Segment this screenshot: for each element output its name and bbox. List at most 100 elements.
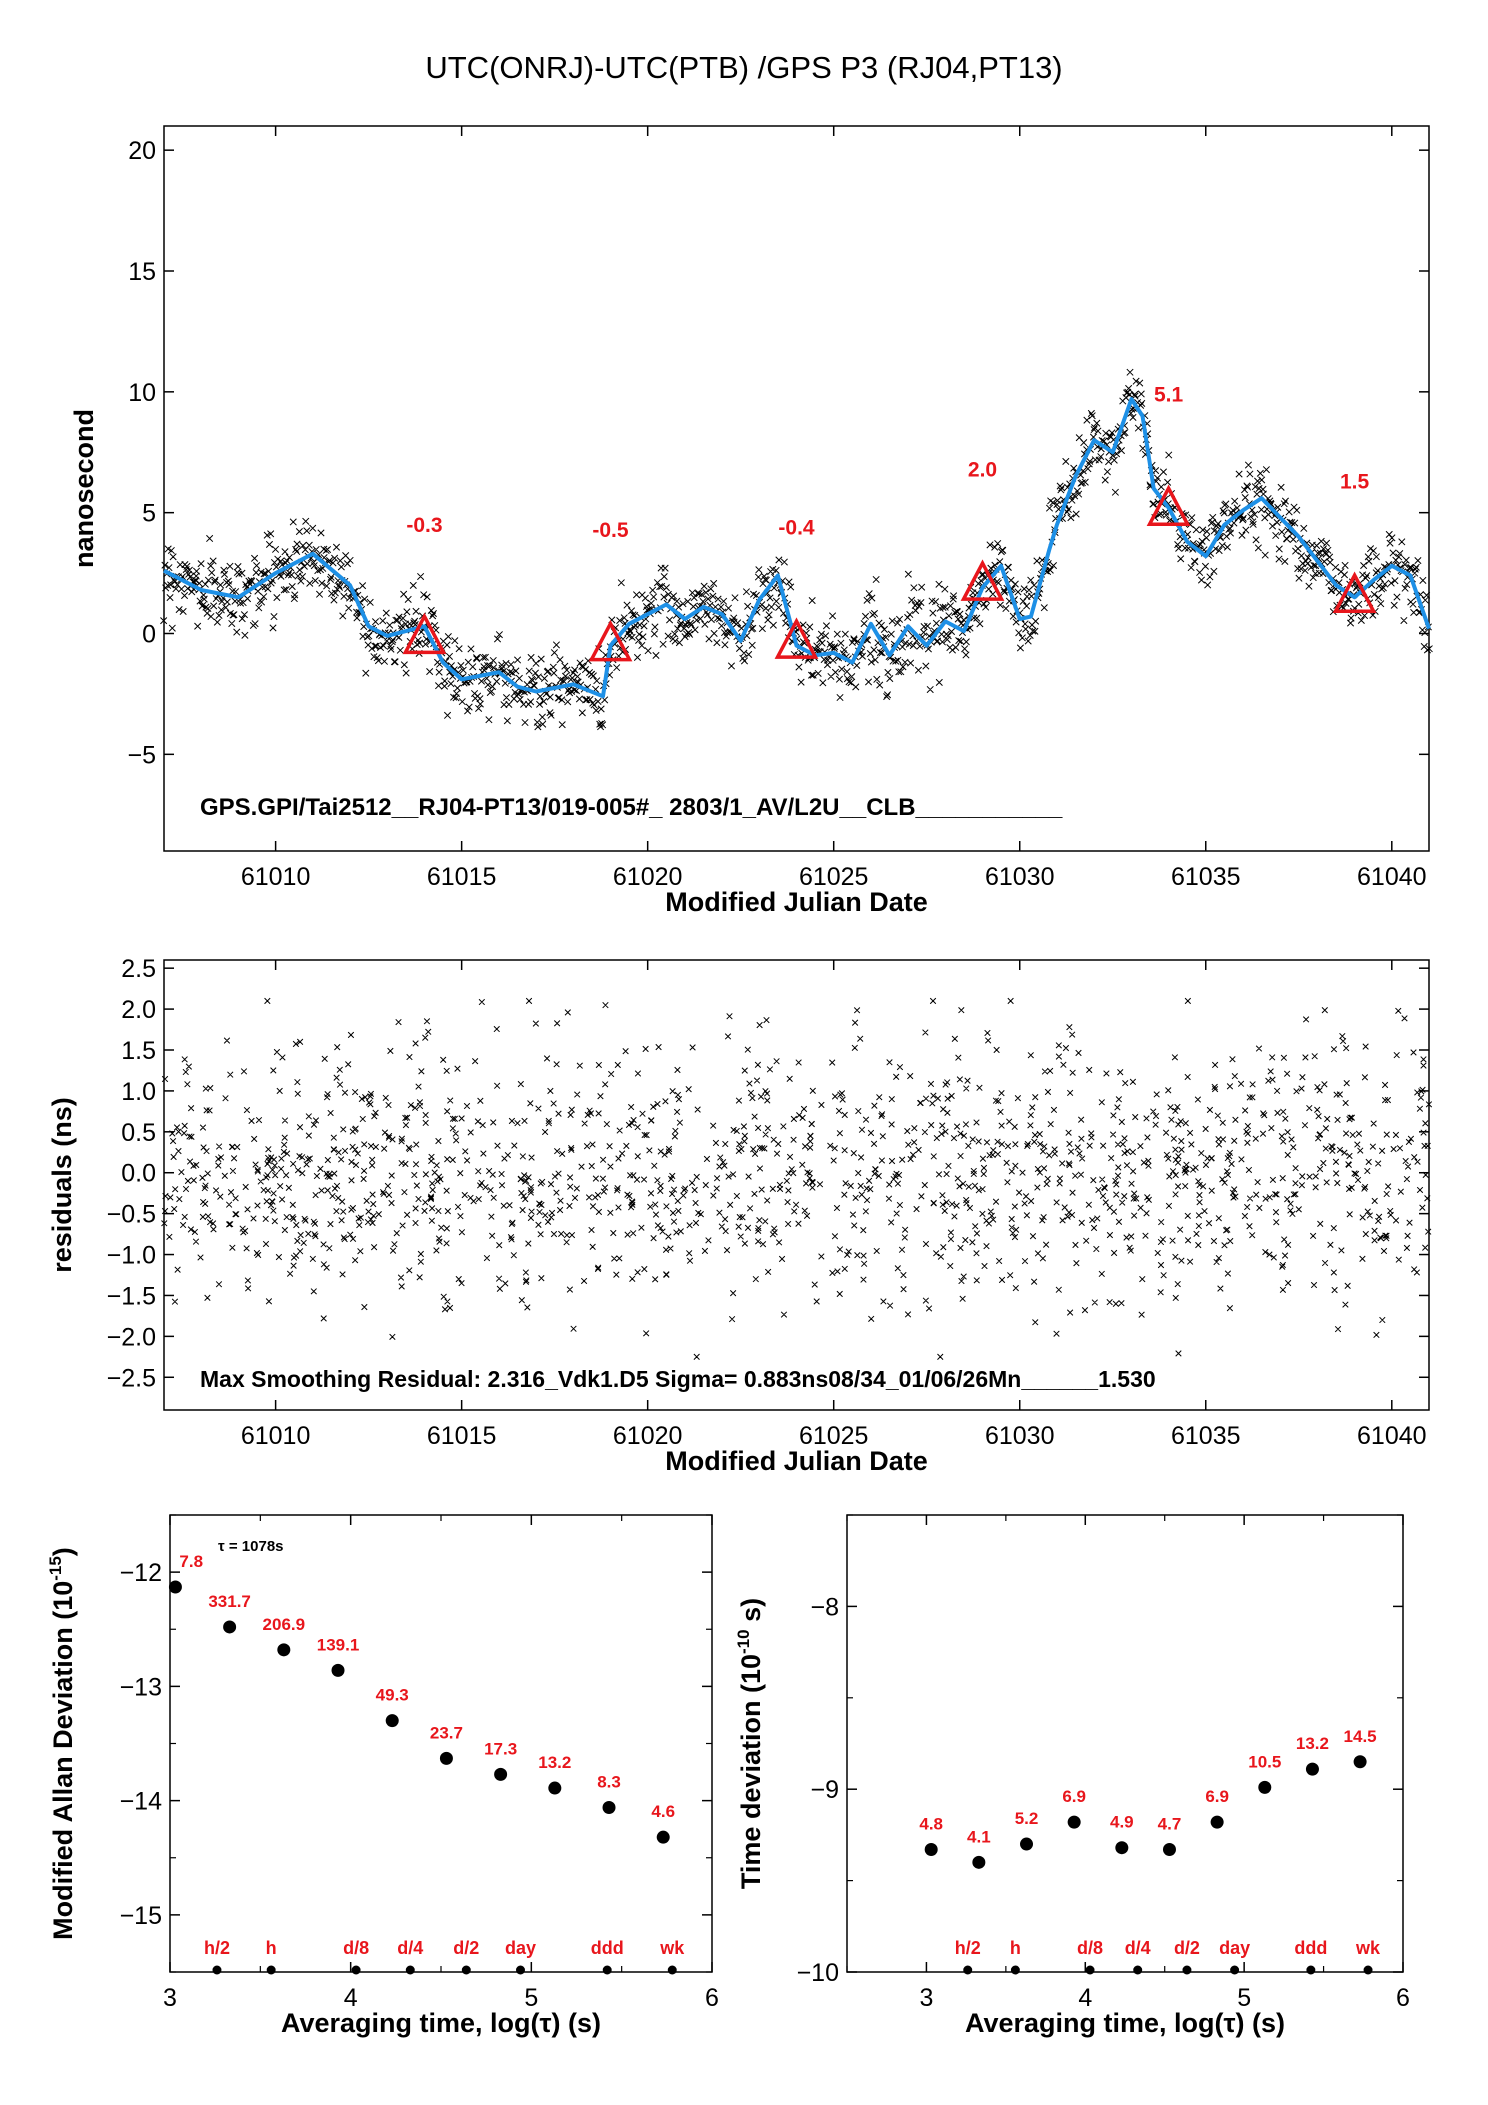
- reference-dot: [963, 1965, 973, 1975]
- tau-label: τ = 1078s: [218, 1538, 284, 1555]
- y-tick-label: 10: [128, 379, 156, 407]
- point-label: 206.9: [263, 1615, 306, 1634]
- reference-label: h: [1010, 1938, 1021, 1958]
- point-label: 6.9: [1205, 1787, 1229, 1806]
- data-point: [439, 1751, 453, 1765]
- reference-label: h/2: [955, 1938, 981, 1958]
- point-label: 8.3: [597, 1772, 621, 1791]
- point-label: 4.6: [651, 1802, 675, 1821]
- y-axis-label: Time deviation (10-10 s): [734, 1598, 766, 1889]
- data-point: [548, 1781, 562, 1795]
- reference-label: h: [266, 1938, 277, 1958]
- reference-dot: [602, 1965, 612, 1975]
- data-point: [331, 1663, 345, 1677]
- y-tick-label: −5: [127, 741, 156, 769]
- x-tick-label: 61040: [1357, 1422, 1427, 1450]
- data-point: [1305, 1762, 1319, 1776]
- data-point: [1020, 1837, 1034, 1851]
- data-point: [385, 1714, 399, 1728]
- calibration-marker: [960, 559, 1005, 601]
- marker-label: -0.3: [406, 514, 442, 537]
- reference-dot: [461, 1965, 471, 1975]
- y-tick-label: −2.0: [107, 1323, 156, 1351]
- y-tick-label: −13: [120, 1673, 162, 1701]
- x-tick-label: 61035: [1171, 1422, 1241, 1450]
- marker-label: 2.0: [968, 458, 997, 481]
- point-label: 13.2: [1296, 1734, 1329, 1753]
- y-tick-label: 15: [128, 258, 156, 286]
- reference-dot: [266, 1965, 276, 1975]
- data-point: [656, 1830, 670, 1844]
- y-tick-label: −12: [120, 1559, 162, 1587]
- y-axis-label: Modified Allan Deviation (10-15): [46, 1547, 78, 1940]
- y-tick-label: 5: [142, 500, 156, 528]
- y-tick-label: −1.5: [107, 1282, 156, 1310]
- y-axis-label-main: Time deviation (10: [736, 1654, 766, 1889]
- marker-label: -0.4: [778, 516, 815, 539]
- page-title: UTC(ONRJ)-UTC(PTB) /GPS P3 (RJ04,PT13): [425, 50, 1062, 85]
- info-text: Max Smoothing Residual: 2.316_Vdk1.D5 Si…: [200, 1366, 1156, 1392]
- marker-label: -0.5: [592, 519, 629, 542]
- data-point: [1115, 1841, 1129, 1855]
- x-tick-label: 61010: [241, 1422, 311, 1450]
- residuals-panel: 61010 61015 61020 61025 61030 61035 61040 −2.5 −…: [47, 955, 1433, 1476]
- data-point: [1162, 1843, 1176, 1857]
- reference-dot: [405, 1965, 415, 1975]
- reference-dot: [351, 1965, 361, 1975]
- x-tick-label: 5: [524, 1984, 538, 2012]
- x-tick-label: 6: [1396, 1984, 1410, 2012]
- y-tick-label: 0.0: [121, 1160, 156, 1188]
- point-label: 49.3: [376, 1686, 409, 1705]
- y-axis-label-end: s): [736, 1598, 766, 1630]
- reference-dot: [1085, 1965, 1095, 1975]
- x-tick-label: 61015: [427, 863, 497, 891]
- point-label: 331.7: [208, 1592, 251, 1611]
- point-label: 6.9: [1062, 1787, 1086, 1806]
- y-axis-label: nanosecond: [69, 409, 99, 568]
- point-label: 13.2: [538, 1753, 571, 1772]
- plot-frame: [163, 959, 1430, 1411]
- reference-dot: [1363, 1965, 1373, 1975]
- point-label: 14.5: [1344, 1727, 1377, 1746]
- x-tick-label: 61025: [799, 863, 869, 891]
- reference-dot: [667, 1965, 677, 1975]
- y-tick-label: 2.5: [121, 955, 156, 983]
- reference-label: day: [505, 1938, 536, 1958]
- x-tick-label: 3: [163, 1984, 177, 2012]
- data-point: [1067, 1815, 1081, 1829]
- reference-label: day: [1219, 1938, 1250, 1958]
- reference-label: d/8: [343, 1938, 369, 1958]
- data-point: [223, 1620, 237, 1634]
- plot-frame: [169, 1514, 713, 1973]
- reference-dot: [1133, 1965, 1143, 1975]
- point-label: 4.9: [1110, 1813, 1134, 1832]
- y-axis-label-end: ): [48, 1547, 78, 1556]
- x-tick-label: 61040: [1357, 863, 1427, 891]
- x-tick-label: 61030: [985, 1422, 1055, 1450]
- marker-label: 1.5: [1340, 471, 1370, 494]
- point-label: 4.1: [967, 1827, 991, 1846]
- plot-frame: [163, 125, 1430, 852]
- x-tick-label: 5: [1237, 1984, 1251, 2012]
- info-text: GPS.GPI/Tai2512__RJ04-PT13/019-005#_ 280…: [200, 794, 1063, 821]
- x-tick-label: 61020: [613, 1422, 683, 1450]
- y-tick-label: 0.5: [121, 1119, 156, 1147]
- reference-label: d/4: [397, 1938, 423, 1958]
- y-tick-label: 0: [142, 621, 156, 649]
- x-tick-label: 6: [705, 1984, 719, 2012]
- y-tick-label: 20: [128, 137, 156, 165]
- y-tick-label: −1.0: [107, 1242, 156, 1270]
- marker-label: 5.1: [1154, 384, 1184, 407]
- x-tick-label: 3: [919, 1984, 933, 2012]
- x-tick-label: 61025: [799, 1422, 869, 1450]
- smooth-curve: [163, 397, 1431, 699]
- calibration-marker: [1146, 484, 1191, 526]
- reference-label: d/2: [1174, 1938, 1200, 1958]
- data-point: [602, 1800, 616, 1814]
- data-point: [1210, 1815, 1224, 1829]
- y-tick-label: −14: [120, 1788, 163, 1816]
- data-point: [168, 1580, 182, 1594]
- x-tick-label: 61010: [241, 863, 311, 891]
- point-label: 10.5: [1248, 1752, 1281, 1771]
- reference-dot: [1230, 1965, 1240, 1975]
